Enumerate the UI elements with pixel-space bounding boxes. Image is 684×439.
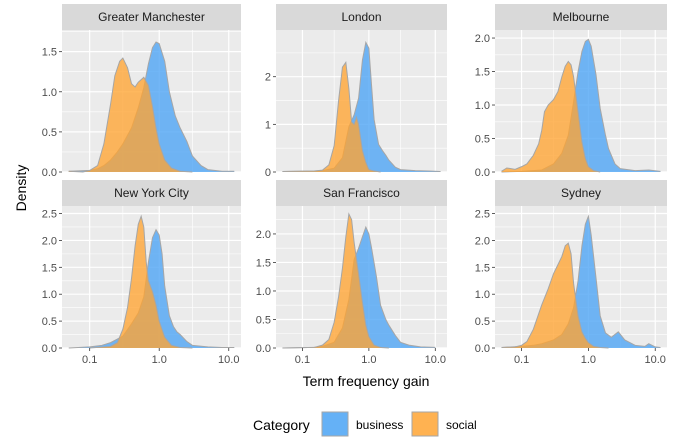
density-area-social <box>282 62 381 172</box>
density-area-business <box>501 39 661 172</box>
legend-label-social: social <box>446 418 477 432</box>
y-tick-label: 1.5 <box>475 67 490 79</box>
y-tick-label: 2.0 <box>475 235 490 247</box>
y-tick-label: 1.0 <box>475 289 490 301</box>
facet-title: New York City <box>114 186 189 200</box>
legend: Category business social <box>253 411 477 437</box>
density-area-social <box>89 216 193 348</box>
facet-panel: San Francisco 0.0 0.5 1.0 1.5 2.0 0.1 1.0 10.0 <box>256 180 447 366</box>
facet-panel: Greater Manchester 0.0 0.5 1.0 1.5 <box>42 4 241 179</box>
legend-title: Category <box>253 417 310 433</box>
facet-panel: Sydney 0.0 0.5 1.0 1.5 2.0 2.5 0.1 1.0 10.0 <box>475 180 667 366</box>
facet-title: Sydney <box>561 186 601 200</box>
facet-panel: Melbourne 0.0 0.5 1.0 1.5 2.0 <box>475 4 667 179</box>
legend-key-business <box>321 411 349 437</box>
facet-strip <box>276 4 447 30</box>
x-tick-label: 10.0 <box>645 354 666 366</box>
facet-panel: London 0 1 2 <box>265 4 447 179</box>
x-tick-label: 0.1 <box>295 354 310 366</box>
density-area-social <box>282 213 389 348</box>
y-tick-label: 2.0 <box>42 235 57 247</box>
facet-strip <box>276 180 447 206</box>
y-tick-label: 1 <box>265 119 271 131</box>
x-tick-label: 1.0 <box>581 354 596 366</box>
y-tick-label: 0.5 <box>475 316 490 328</box>
y-tick-label: 2.5 <box>42 209 57 221</box>
y-tick-label: 0 <box>265 167 271 179</box>
y-tick-label: 1.0 <box>256 286 271 298</box>
y-tick-label: 0.5 <box>256 314 271 326</box>
facet-strip <box>62 4 241 30</box>
y-tick-label: 2 <box>265 72 271 84</box>
y-tick-label: 0.0 <box>42 167 57 179</box>
density-area-social <box>501 243 609 348</box>
facet-strip <box>495 4 667 30</box>
y-tick-label: 0.0 <box>256 343 271 355</box>
facet-strip <box>62 180 241 206</box>
y-tick-label: 1.5 <box>42 262 57 274</box>
x-tick-label: 10.0 <box>425 354 446 366</box>
y-tick-label: 1.5 <box>42 47 57 59</box>
legend-key-social <box>411 411 439 437</box>
y-tick-label: 0.5 <box>42 127 57 139</box>
x-axis-title: Term frequency gain <box>303 373 430 389</box>
y-tick-label: 0.0 <box>42 343 57 355</box>
density-area-business <box>282 42 441 172</box>
y-tick-label: 1.0 <box>42 289 57 301</box>
x-tick-label: 0.1 <box>514 354 529 366</box>
facet-panel: New York City 0.0 0.5 1.0 1.5 2.0 2.5 0.1 1.0 10.… <box>42 180 241 366</box>
y-tick-label: 1.5 <box>475 262 490 274</box>
x-tick-label: 1.0 <box>152 354 167 366</box>
y-tick-label: 2.0 <box>256 229 271 241</box>
density-outline-social <box>501 60 601 173</box>
x-tick-label: 0.1 <box>82 354 97 366</box>
facet-title: Melbourne <box>553 10 610 24</box>
density-area-social <box>501 61 601 173</box>
y-tick-label: 1.0 <box>475 100 490 112</box>
density-outline-social <box>89 214 193 349</box>
density-outline-social <box>282 61 381 173</box>
y-tick-label: 0.0 <box>475 343 490 355</box>
y-axis-title: Density <box>13 165 29 212</box>
legend-label-business: business <box>356 418 403 432</box>
density-outline-social <box>68 57 193 173</box>
y-tick-label: 1.5 <box>256 257 271 269</box>
facet-title: San Francisco <box>323 186 400 200</box>
facet-title: London <box>341 10 381 24</box>
y-tick-label: 2.5 <box>475 209 490 221</box>
density-area-social <box>68 58 193 172</box>
y-tick-label: 2.0 <box>475 33 490 45</box>
facet-title: Greater Manchester <box>98 10 205 24</box>
density-outline-social <box>501 242 609 349</box>
x-tick-label: 1.0 <box>361 354 376 366</box>
y-tick-label: 0.5 <box>475 134 490 146</box>
density-outline-social <box>282 212 389 349</box>
density-area-business <box>501 216 661 348</box>
facet-panels: Greater Manchester 0.0 0.5 1.0 1.5 London 0 1 2 M… <box>42 4 667 366</box>
y-tick-label: 0.0 <box>475 167 490 179</box>
x-tick-label: 10.0 <box>218 354 239 366</box>
facet-strip <box>495 180 667 206</box>
y-tick-label: 1.0 <box>42 87 57 99</box>
y-tick-label: 0.5 <box>42 316 57 328</box>
